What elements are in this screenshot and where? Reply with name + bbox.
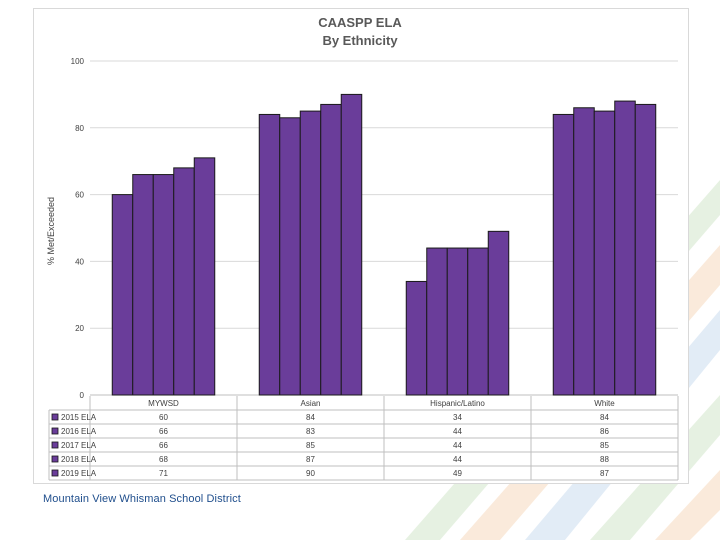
legend-label: 2016 ELA bbox=[61, 427, 97, 436]
bar bbox=[193, 157, 216, 396]
bar bbox=[614, 100, 636, 396]
data-label: 90 bbox=[306, 469, 315, 478]
data-label: 44 bbox=[453, 441, 462, 450]
bar bbox=[173, 167, 195, 396]
bar bbox=[132, 174, 154, 396]
legend-swatch bbox=[51, 469, 59, 477]
bar bbox=[446, 247, 469, 396]
data-label: 68 bbox=[159, 455, 168, 464]
bar bbox=[426, 247, 448, 396]
data-label: 87 bbox=[306, 455, 315, 464]
data-label: 44 bbox=[453, 455, 462, 464]
legend-label: 2018 ELA bbox=[61, 455, 97, 464]
data-label: 71 bbox=[159, 469, 168, 478]
bar bbox=[552, 113, 575, 396]
data-label: 85 bbox=[600, 441, 609, 450]
chart-title: CAASPP ELA bbox=[318, 15, 402, 30]
bar bbox=[573, 107, 595, 396]
legend-label: 2017 ELA bbox=[61, 441, 97, 450]
decor-stripe-orange-2 bbox=[655, 470, 720, 540]
legend-swatch bbox=[51, 455, 59, 463]
legend-swatch bbox=[51, 413, 59, 421]
category-label: Asian bbox=[300, 399, 320, 408]
bar bbox=[405, 280, 428, 396]
bar bbox=[299, 110, 322, 396]
bar bbox=[320, 103, 342, 396]
footer-district-name: Mountain View Whisman School District bbox=[43, 493, 241, 505]
y-tick-label: 20 bbox=[75, 324, 84, 333]
data-label: 34 bbox=[453, 413, 462, 422]
chart-subtitle: By Ethnicity bbox=[322, 33, 398, 48]
bar bbox=[279, 117, 301, 396]
legend-swatch bbox=[51, 427, 59, 435]
data-label: 60 bbox=[159, 413, 168, 422]
chart-frame: CAASPP ELA By Ethnicity % Met/Exceeded 0… bbox=[33, 8, 689, 484]
chart: CAASPP ELA By Ethnicity % Met/Exceeded 0… bbox=[46, 15, 679, 481]
bar bbox=[593, 110, 616, 396]
bar bbox=[340, 93, 363, 396]
category-label: MYWSD bbox=[148, 399, 179, 408]
y-tick-label: 100 bbox=[71, 57, 85, 66]
data-label: 86 bbox=[600, 427, 609, 436]
bar bbox=[487, 230, 510, 396]
y-tick-label: 0 bbox=[80, 391, 85, 400]
bar bbox=[634, 103, 657, 396]
bar bbox=[467, 247, 489, 396]
data-label: 84 bbox=[306, 413, 315, 422]
y-tick-label: 80 bbox=[75, 124, 84, 133]
data-label: 66 bbox=[159, 427, 168, 436]
data-label: 66 bbox=[159, 441, 168, 450]
y-tick-label: 40 bbox=[75, 257, 84, 266]
bar bbox=[152, 174, 175, 396]
data-label: 84 bbox=[600, 413, 609, 422]
data-label: 44 bbox=[453, 427, 462, 436]
legend-label: 2019 ELA bbox=[61, 469, 97, 478]
bar bbox=[258, 113, 281, 396]
category-label: White bbox=[594, 399, 615, 408]
data-label: 88 bbox=[600, 455, 609, 464]
y-tick-label: 60 bbox=[75, 191, 84, 200]
legend-swatch bbox=[51, 441, 59, 449]
data-label: 49 bbox=[453, 469, 462, 478]
y-axis-label: % Met/Exceeded bbox=[46, 197, 56, 265]
data-label: 83 bbox=[306, 427, 315, 436]
data-label: 87 bbox=[600, 469, 609, 478]
legend-label: 2015 ELA bbox=[61, 413, 97, 422]
data-label: 85 bbox=[306, 441, 315, 450]
bar bbox=[111, 194, 134, 396]
category-label: Hispanic/Latino bbox=[430, 399, 485, 408]
